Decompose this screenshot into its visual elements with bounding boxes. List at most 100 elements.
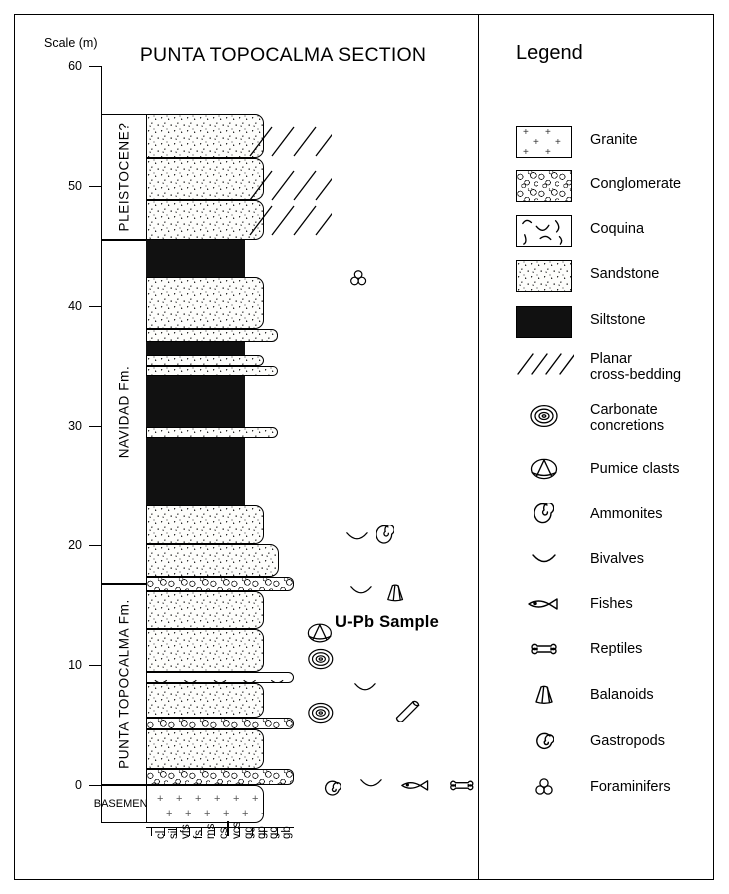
granite-plus-icon: + (555, 137, 561, 148)
scale-tick (89, 665, 101, 667)
granite-plus-icon: + (242, 808, 249, 820)
grain-size-tick (188, 827, 190, 836)
legend-item-label: Sandstone (590, 266, 660, 282)
grain-size-tick (176, 827, 178, 836)
planar-cross-bedding-icon (249, 205, 332, 236)
legend-item-label: Pumice clasts (590, 461, 680, 477)
legend-item-label: Planar cross-bedding (590, 351, 682, 383)
sandstone-swatch-icon (516, 260, 572, 292)
bed-sandstone (146, 365, 278, 377)
legend-item-label: Fishes (590, 596, 633, 612)
legend-item-reptiles: Reptiles (516, 635, 716, 669)
legend-item-sandstone: Sandstone (516, 260, 716, 294)
grain-size-label: gp (255, 826, 268, 839)
bed-sandstone (146, 629, 264, 673)
scale-tick-label: 40 (68, 298, 82, 313)
granite-swatch-icon: + + + + + + (516, 126, 572, 158)
scale-tick (89, 66, 101, 68)
scale-tick-label: 10 (68, 658, 82, 673)
legend-item-ammonites: Ammonites (516, 500, 716, 534)
bed-conglomerate (146, 769, 294, 785)
coquina-shell-icons (154, 679, 284, 683)
bed-sandstone (146, 114, 264, 159)
legend-item-coquina: Coquina (516, 215, 716, 249)
granite-plus-icon: + (195, 793, 202, 805)
reptiles-icon (448, 779, 476, 797)
granite-plus-icon: + (157, 793, 164, 805)
legend-item-label: Siltstone (590, 312, 646, 328)
granite-plus-icon: + (545, 147, 551, 158)
scale-tick-label: 0 (75, 778, 82, 792)
coquina-swatch-icon (516, 215, 572, 247)
grain-size-label: cl (155, 830, 167, 839)
bed-sandstone (146, 590, 264, 630)
crossbedding-swatch-icon (516, 351, 576, 382)
reptiles-swatch-icon (516, 635, 572, 663)
concretions-icon (307, 702, 335, 729)
bed-sandstone (146, 426, 278, 438)
legend-item-granite: + + + + + + Granite (516, 126, 716, 160)
legend-item-crossbedding: Planar cross-bedding (516, 351, 716, 385)
bed-sandstone (146, 158, 264, 201)
unit-label: NAVIDAD Fm. (116, 365, 132, 459)
legend-item-balanoids: Balanoids (516, 681, 716, 715)
scale-tick-label: 50 (68, 179, 82, 193)
bed-sandstone (146, 504, 264, 545)
grain-size-axis-line (146, 827, 294, 828)
fishes-swatch-icon (516, 590, 572, 618)
granite-plus-icon: + (523, 127, 529, 138)
scale-tick-label: 60 (68, 59, 82, 74)
grain-size-major-tick (226, 821, 229, 836)
granite-plus-icon: + (166, 808, 173, 820)
grain-size-tick (277, 827, 278, 836)
legend-item-concretions: Carbonate concretions (516, 402, 716, 436)
pumice-icon (307, 622, 333, 649)
legend-item-foraminifers: Foraminifers (516, 773, 716, 807)
legend-item-bivalves: Bivalves (516, 545, 716, 579)
bed-sandstone (146, 200, 264, 240)
bed-siltstone (146, 239, 245, 278)
granite-plus-icon: + (204, 808, 211, 820)
legend-item-label: Bivalves (590, 551, 644, 567)
bivalves-swatch-icon (516, 545, 572, 573)
wood-icon (391, 698, 422, 727)
scale-tick-label: 20 (68, 538, 82, 553)
unit-label: PLEISTOCENE? (116, 122, 132, 232)
bed-sandstone (146, 728, 264, 770)
foraminifers-swatch-icon (516, 773, 572, 801)
legend-item-pumice: Pumice clasts (516, 455, 716, 489)
fishes-icon (400, 779, 431, 797)
grain-size-label: vfs (180, 824, 193, 839)
balanoids-swatch-icon (516, 681, 572, 709)
gastropods-swatch-icon (516, 727, 572, 755)
legend-item-conglomerate: Conglomerate (516, 170, 716, 204)
bivalves-icon (349, 584, 373, 602)
grain-size-label: gg (243, 826, 256, 839)
granite-plus-icon: + (233, 793, 240, 805)
unit-navidad-fm: NAVIDAD Fm. (101, 239, 147, 584)
grain-size-label: sil (167, 828, 180, 839)
scale-axis-label: Scale (m) (44, 36, 98, 50)
legend-item-label: Ammonites (590, 506, 663, 522)
grain-size-label: ms (205, 823, 218, 839)
planar-cross-bedding-icon (249, 126, 332, 157)
bed-conglomerate (146, 717, 294, 729)
legend-item-label: Reptiles (590, 641, 643, 657)
bed-sandstone (146, 683, 264, 718)
page-title: PUNTA TOPOCALMA SECTION (139, 44, 427, 66)
bed-sandstone (146, 328, 278, 342)
bed-siltstone (146, 376, 245, 427)
bed-sandstone (146, 277, 264, 329)
siltstone-swatch-icon (516, 306, 572, 338)
unit-basement: BASEMENT (94, 785, 154, 824)
scale-tick (89, 186, 101, 187)
legend-item-label: Conglomerate (590, 176, 682, 192)
grain-size-tick (201, 827, 203, 836)
granite-plus-icon: + (252, 793, 259, 805)
conglomerate-swatch-icon (516, 170, 572, 202)
pumice-swatch-icon (516, 455, 572, 483)
granite-plus-icon: + (185, 808, 192, 820)
granite-plus-icon: + (545, 127, 551, 138)
scale-tick-label: 30 (68, 418, 82, 433)
foraminifers-icon (348, 269, 368, 292)
